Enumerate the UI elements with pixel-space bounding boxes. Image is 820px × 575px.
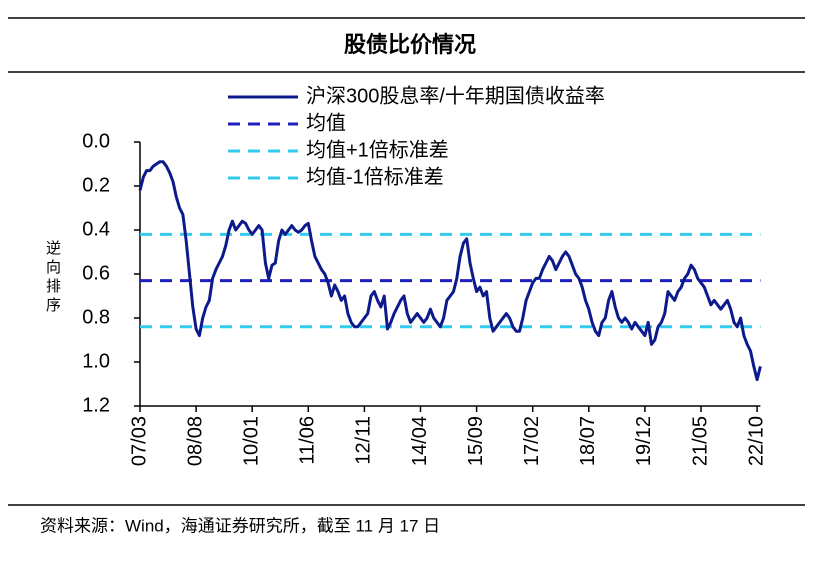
x-tick-label: 15/09: [465, 416, 487, 466]
legend-label: 均值-1倍标准差: [306, 165, 444, 188]
x-tick-label: 18/07: [577, 416, 599, 466]
x-tick-label: 22/10: [745, 416, 767, 466]
x-tick-label: 11/06: [297, 416, 319, 465]
legend-label: 均值: [306, 111, 346, 134]
y-tick-label: 0.8: [82, 306, 110, 328]
x-tick-label: 07/03: [128, 416, 150, 466]
y-axis-label: 逆向排序: [44, 240, 61, 316]
data-line: [138, 160, 762, 382]
x-tick-label: 08/08: [184, 416, 206, 466]
y-tick-label: 0.6: [82, 262, 110, 284]
y-tick-label: 0.2: [82, 174, 110, 196]
y-tick-label: 1.2: [82, 394, 110, 416]
legend-label: 均值+1倍标准差: [306, 138, 449, 161]
x-tick-label: 21/05: [689, 416, 711, 466]
x-tick-label: 17/02: [521, 416, 543, 466]
x-tick-label: 19/12: [633, 416, 655, 466]
source-note: 资料来源：Wind，海通证券研究所，截至 11 月 17 日: [40, 516, 440, 535]
chart-title: 股债比价情况: [344, 32, 476, 57]
y-tick-label: 1.0: [82, 350, 110, 372]
x-tick-label: 12/11: [353, 416, 375, 465]
x-tick-label: 10/01: [240, 416, 262, 466]
x-tick-label: 14/04: [409, 416, 431, 466]
y-tick-label: 0.0: [82, 130, 110, 152]
legend-label: 沪深300股息率/十年期国债收益率: [306, 84, 605, 107]
y-tick-label: 0.4: [82, 218, 110, 240]
